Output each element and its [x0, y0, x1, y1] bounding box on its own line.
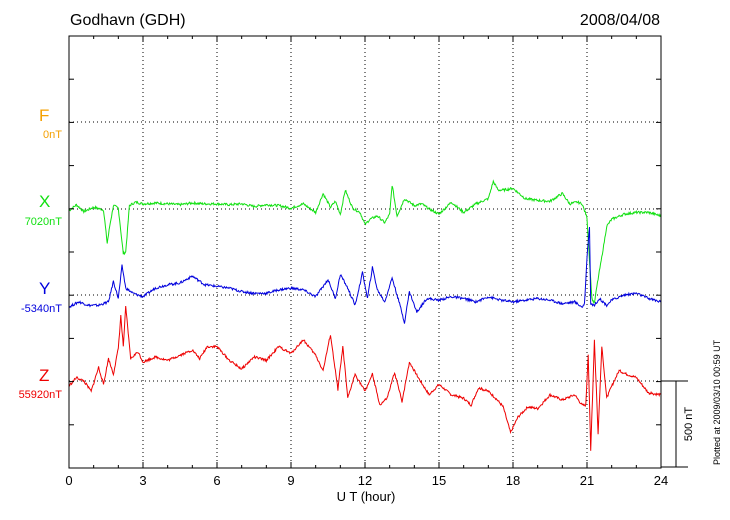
x-tick-label: 12 [358, 473, 372, 488]
x-tick-label: 18 [506, 473, 520, 488]
x-tick-label: 3 [139, 473, 146, 488]
component-label-z: Z [39, 366, 50, 385]
component-baseline-y: -5340nT [21, 303, 62, 315]
grid-lines [69, 36, 661, 468]
component-baseline-f: 0nT [43, 129, 62, 141]
scale-bar [661, 380, 688, 468]
x-axis-label: U T (hour) [337, 489, 396, 504]
x-tick-label: 21 [580, 473, 594, 488]
component-label-x: X [39, 192, 51, 211]
tick-marks [68, 35, 662, 469]
x-tick-labels: 0 3 6 9 12 15 18 21 24 [65, 473, 668, 488]
component-label-f: F [39, 106, 50, 125]
series-line-y [68, 226, 662, 324]
component-label-y: Y [39, 279, 51, 298]
x-tick-label: 24 [654, 473, 668, 488]
scale-bar-label: 500 nT [683, 407, 695, 442]
component-baseline-x: 7020nT [24, 216, 62, 228]
component-baseline-z: 55920nT [18, 389, 62, 401]
chart-title: Godhavn (GDH) [70, 12, 186, 29]
x-tick-label: 9 [287, 473, 294, 488]
series-lines [68, 179, 662, 451]
x-tick-label: 6 [213, 473, 220, 488]
series-line-x [68, 179, 662, 304]
series-line-z [68, 305, 662, 451]
chart-date: 2008/04/08 [579, 12, 660, 29]
x-tick-label: 0 [65, 473, 72, 488]
x-tick-label: 15 [432, 473, 446, 488]
